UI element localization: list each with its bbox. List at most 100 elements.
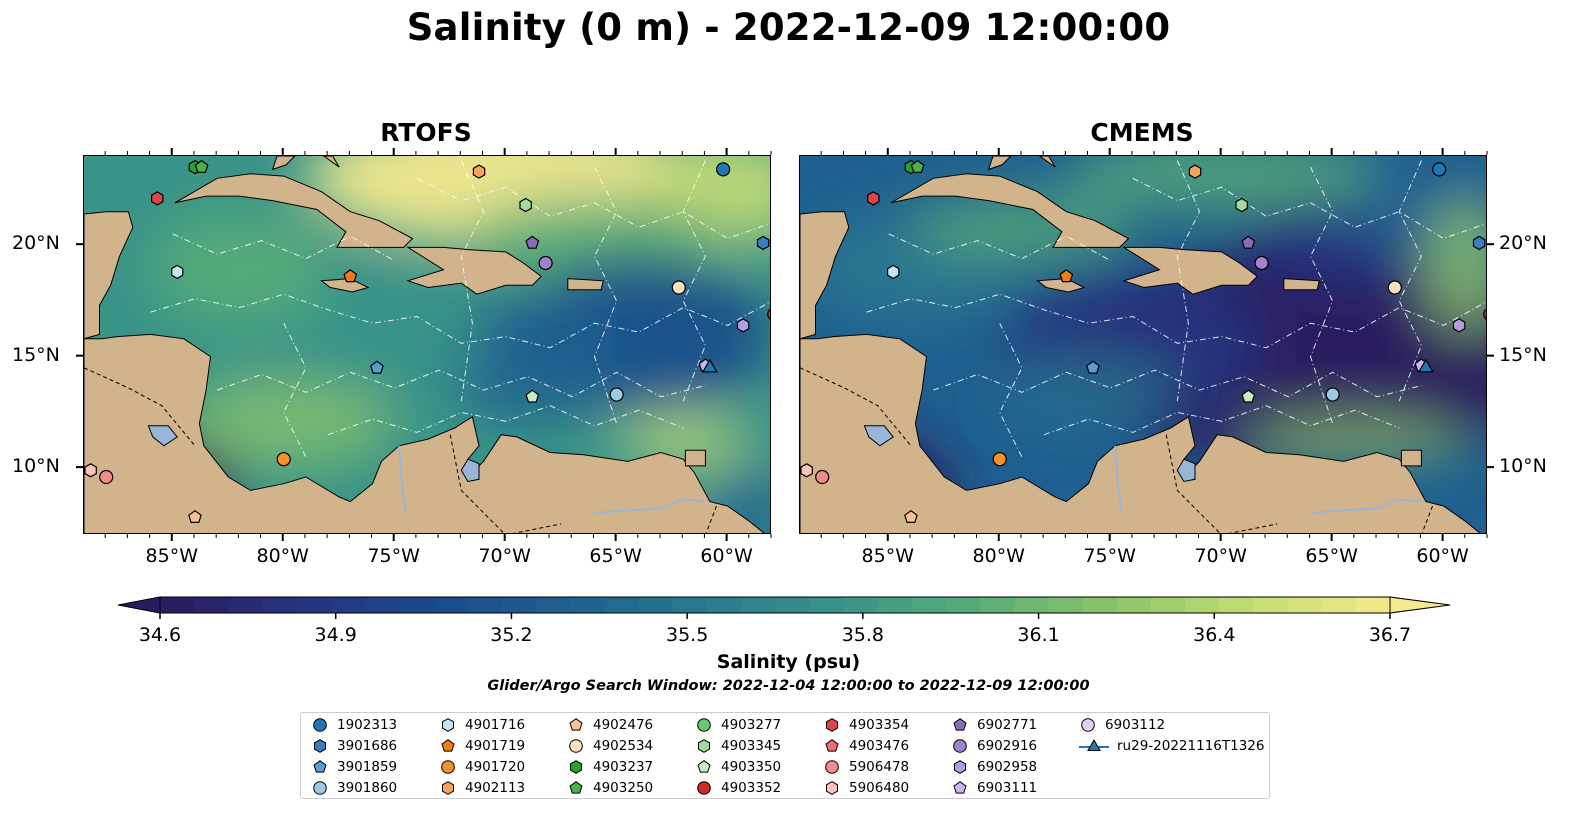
circle-marker-icon	[697, 781, 711, 795]
observation-marker-ru29-20221116T1326[interactable]	[1417, 358, 1434, 373]
observation-marker-6902958[interactable]	[736, 318, 750, 333]
lat-tick-label: 10°N	[12, 455, 60, 478]
lat-tick-label: 20°N	[12, 232, 60, 255]
pentagon-marker-icon	[953, 781, 967, 794]
colorbar-tick-label: 34.9	[315, 624, 357, 646]
lon-tick-label: 85°W	[145, 545, 198, 567]
hexagon-marker-icon	[570, 760, 582, 774]
legend-item: 4903237	[567, 758, 653, 776]
legend-item: 4903250	[567, 779, 653, 797]
legend-item: 4903350	[695, 758, 781, 776]
lon-tick-label: 65°W	[589, 545, 642, 567]
map-panel-rtofs[interactable]	[83, 155, 771, 534]
legend-item: 4901719	[439, 737, 525, 755]
observation-marker-6902771[interactable]	[525, 235, 540, 249]
legend-label: 4901716	[465, 717, 526, 733]
observation-marker-4901719[interactable]	[1059, 269, 1074, 283]
observation-marker-3901859[interactable]	[1086, 360, 1100, 374]
legend-label: 6903111	[977, 780, 1038, 796]
observation-marker-4901716[interactable]	[886, 264, 900, 280]
observation-marker-3901686[interactable]	[756, 235, 770, 251]
legend-item: 1902313	[311, 716, 397, 734]
observation-marker-4903250[interactable]	[910, 159, 925, 173]
map-panel-cmems[interactable]	[799, 155, 1487, 534]
colorbar-tick-label: 36.7	[1369, 624, 1411, 646]
observation-marker-3901860[interactable]	[1325, 387, 1340, 402]
observation-marker-4903352[interactable]	[767, 308, 771, 321]
observation-marker-4902476[interactable]	[188, 509, 202, 523]
pentagon-marker-icon	[441, 739, 455, 752]
observation-marker-3901859[interactable]	[370, 360, 384, 374]
observation-marker-6902916[interactable]	[538, 255, 553, 271]
observation-marker-4901716[interactable]	[170, 264, 184, 280]
lon-tick-label: 80°W	[256, 545, 309, 567]
legend: 1902313 3901686 3901859 3901860 4901716 49017…	[300, 712, 1270, 799]
lon-tick-label: 75°W	[1083, 545, 1136, 567]
legend-item: 3901860	[311, 779, 397, 797]
colorbar-tick-label: 35.5	[666, 624, 708, 646]
hexagon-marker-icon	[314, 739, 326, 753]
hexagon-marker-icon	[442, 718, 454, 732]
observation-marker-4902476[interactable]	[904, 509, 918, 523]
observation-marker-1902313[interactable]	[716, 162, 731, 177]
legend-item: 5906478	[823, 758, 909, 776]
observation-marker-6902958[interactable]	[1452, 318, 1466, 333]
observation-marker-1902313[interactable]	[1432, 162, 1447, 177]
observation-marker-3901686[interactable]	[1472, 235, 1486, 251]
pentagon-marker-icon	[697, 760, 711, 773]
circle-marker-icon	[313, 718, 327, 732]
observation-marker-4903250[interactable]	[194, 159, 209, 173]
observation-marker-6902916[interactable]	[1254, 255, 1269, 271]
legend-label: 4903476	[849, 738, 910, 754]
legend-label: 4902476	[593, 717, 654, 733]
hexagon-marker-icon	[698, 739, 710, 753]
observation-marker-6902771[interactable]	[1241, 235, 1256, 249]
legend-item: 5906480	[823, 779, 909, 797]
observation-marker-4903345[interactable]	[519, 197, 532, 213]
lon-tick-label: 60°W	[700, 545, 753, 567]
legend-label: ru29-20221116T1326	[1117, 738, 1265, 754]
observation-marker-4902113[interactable]	[472, 164, 486, 179]
legend-label: 6902771	[977, 717, 1038, 733]
panel-title-cmems: CMEMS	[1090, 118, 1194, 147]
observation-marker-4903350[interactable]	[1241, 389, 1256, 403]
map-svg	[800, 156, 1487, 533]
lon-tick-label: 60°W	[1416, 545, 1469, 567]
observation-marker-3901860[interactable]	[609, 387, 624, 402]
pentagon-marker-icon	[825, 739, 839, 752]
legend-item: ru29-20221116T1326	[1079, 737, 1264, 755]
legend-item: 6902958	[951, 758, 1037, 776]
observation-marker-4903345[interactable]	[1235, 197, 1248, 213]
pentagon-marker-icon	[953, 718, 967, 731]
observation-marker-4902534[interactable]	[671, 280, 686, 295]
observation-marker-5906480[interactable]	[800, 463, 813, 478]
lat-tick-label: 15°N	[1499, 343, 1547, 366]
observation-marker-5906480[interactable]	[84, 463, 97, 478]
legend-item: 4901716	[439, 716, 525, 734]
observation-marker-4901720[interactable]	[276, 452, 291, 467]
observation-marker-4903354[interactable]	[150, 191, 164, 206]
colorbar-tick-label: 34.6	[139, 624, 181, 646]
observation-marker-ru29-20221116T1326[interactable]	[701, 358, 718, 373]
pentagon-marker-icon	[569, 781, 583, 794]
pentagon-marker-icon	[569, 718, 583, 731]
observation-marker-4902113[interactable]	[1188, 164, 1202, 179]
legend-label: 4903350	[721, 759, 782, 775]
legend-item: 4902113	[439, 779, 525, 797]
observation-marker-4902534[interactable]	[1387, 280, 1402, 295]
legend-item: 4903277	[695, 716, 781, 734]
legend-item: 6902916	[951, 737, 1037, 755]
legend-label: 5906478	[849, 759, 910, 775]
lon-tick-label: 80°W	[972, 545, 1025, 567]
legend-label: 4902113	[465, 780, 526, 796]
observation-marker-4903354[interactable]	[866, 191, 880, 206]
observation-marker-4903350[interactable]	[525, 389, 540, 403]
observation-marker-5906478[interactable]	[99, 469, 114, 485]
observation-marker-4903352[interactable]	[1483, 308, 1487, 321]
search-window-text: Glider/Argo Search Window: 2022-12-04 12…	[487, 678, 1090, 694]
hexagon-marker-icon	[954, 760, 966, 774]
observation-marker-4901719[interactable]	[343, 269, 358, 283]
observation-marker-5906478[interactable]	[815, 469, 830, 485]
pentagon-marker-icon	[313, 760, 327, 773]
observation-marker-4901720[interactable]	[992, 452, 1007, 467]
